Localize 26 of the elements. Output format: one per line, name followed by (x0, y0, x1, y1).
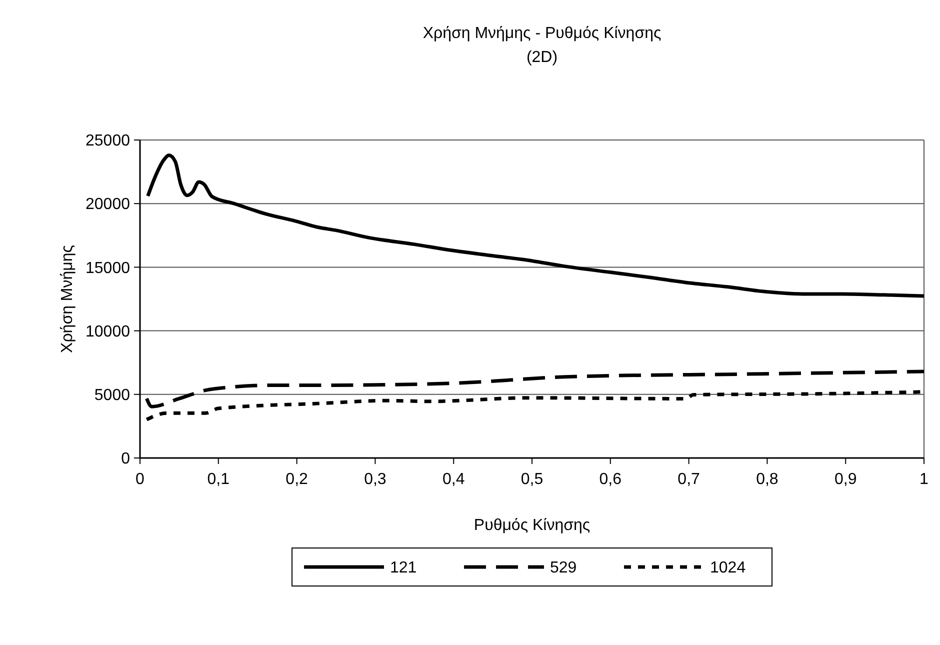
line-series (144, 370, 926, 408)
legend-label: 121 (390, 560, 417, 577)
x-tick-label: 0,3 (364, 471, 386, 488)
y-tick-label: 15000 (86, 260, 130, 277)
x-tick-label: 0,2 (286, 471, 308, 488)
x-tick-label: 0,1 (207, 471, 230, 488)
y-tick-label: 5000 (94, 387, 130, 404)
x-tick-label: 1 (920, 471, 929, 488)
y-tick-label: 0 (121, 450, 130, 468)
legend-label: 1024 (710, 560, 746, 577)
y-tick-label: 25000 (86, 132, 130, 150)
line-series (146, 154, 926, 298)
x-tick-label: 0,7 (678, 471, 700, 488)
y-tick-label: 10000 (86, 323, 130, 340)
y-tick-label: 20000 (86, 196, 130, 214)
x-tick-label: 0 (136, 471, 145, 488)
x-axis-title: Ρυθμός Κίνησης (474, 517, 590, 534)
x-tick-label: 0,4 (442, 471, 465, 488)
x-tick-label: 0,9 (834, 471, 857, 488)
chart-subtitle: (2D) (526, 49, 558, 66)
legend-label: 529 (550, 560, 577, 577)
y-axis-title: Χρήση Μνήμης (59, 244, 76, 353)
x-tick-label: 0,5 (520, 471, 544, 488)
x-tick-label: 0,6 (599, 471, 622, 488)
x-tick-label: 0,8 (756, 471, 778, 488)
chart-title: Χρήση Μνήμης - Ρυθμός Κίνησης (422, 25, 662, 42)
